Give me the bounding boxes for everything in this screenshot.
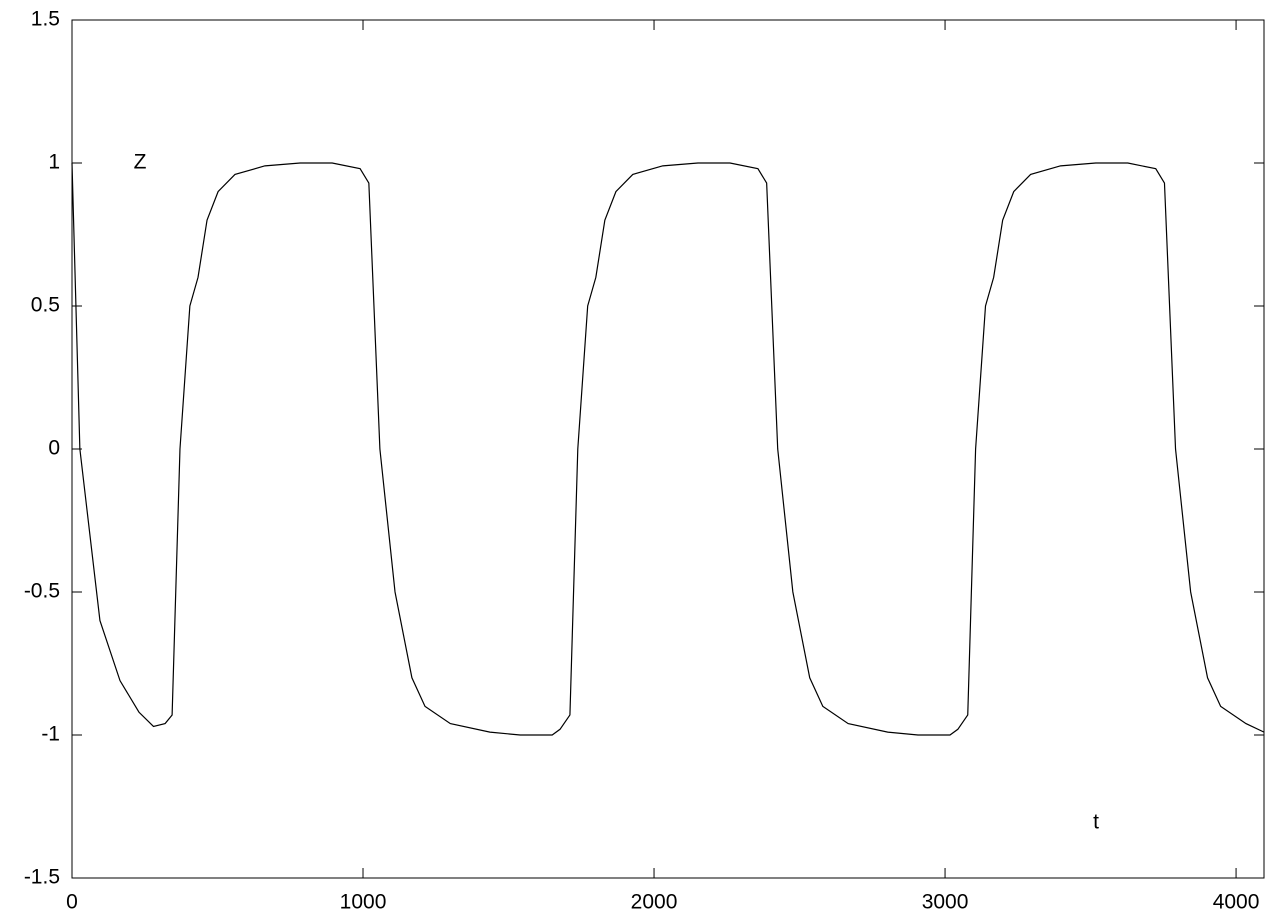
y-tick-label: 1 <box>48 151 60 174</box>
y-tick-label: 1.5 <box>31 8 60 31</box>
y-axis-label: Z <box>134 151 147 174</box>
y-tick-label: 0 <box>48 437 60 460</box>
y-tick-label: -0.5 <box>24 580 60 603</box>
x-tick-label: 0 <box>66 891 78 914</box>
x-tick-label: 3000 <box>922 891 969 914</box>
y-tick-label: -1 <box>41 723 60 746</box>
y-tick-label: 0.5 <box>31 294 60 317</box>
x-axis-label: t <box>1093 811 1099 834</box>
x-tick-label: 4000 <box>1213 891 1260 914</box>
plot-frame <box>71 19 1265 879</box>
x-tick-label: 2000 <box>631 891 678 914</box>
x-tick-label: 1000 <box>340 891 387 914</box>
y-tick-label: -1.5 <box>24 866 60 889</box>
data-line <box>71 162 1265 736</box>
